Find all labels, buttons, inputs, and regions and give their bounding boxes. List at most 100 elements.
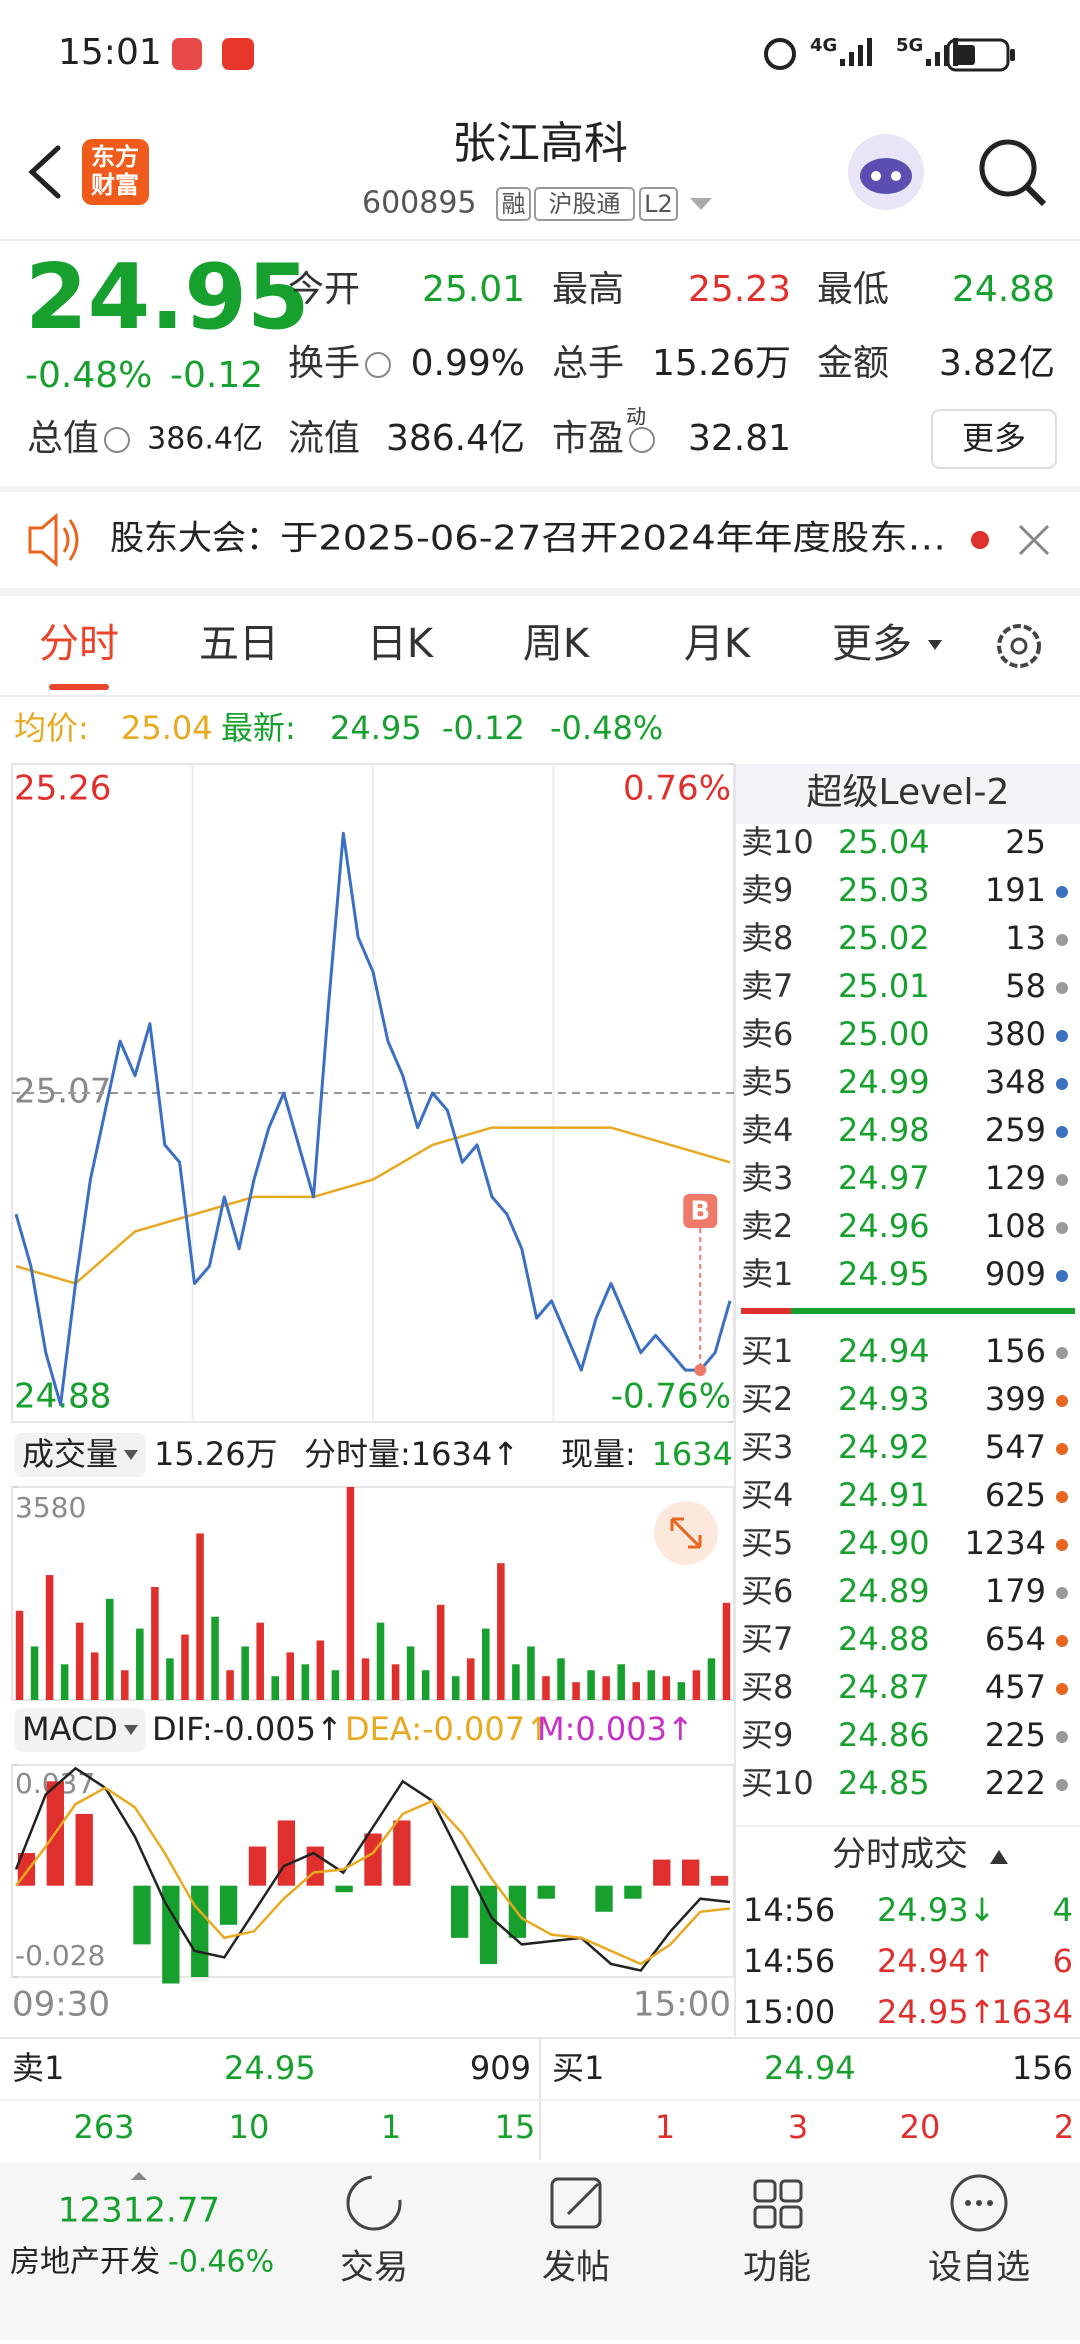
nav-item[interactable]: 交易: [340, 2248, 408, 2288]
tab[interactable]: 日K: [367, 621, 435, 667]
stat-value: 25.23: [688, 269, 791, 310]
level-dot: [1056, 1683, 1068, 1695]
level-volume: 25: [1005, 823, 1046, 861]
signal-bar: [849, 52, 854, 66]
status-time: 15:01: [58, 32, 162, 73]
stat-value: 3.82亿: [939, 343, 1055, 384]
volume-bar: [572, 1682, 580, 1700]
last-percent: -0.48%: [550, 709, 663, 747]
level-price: 24.99: [838, 1063, 930, 1101]
info-icon[interactable]: [365, 352, 391, 378]
trade-volume: 4: [1053, 1891, 1073, 1929]
volume-bar: [391, 1664, 400, 1700]
trade-icon: [346, 2175, 402, 2231]
volume-bar: [617, 1664, 625, 1700]
volume-bar: [331, 1670, 340, 1700]
assistant-face: [860, 158, 912, 194]
selector[interactable]: [15, 1708, 145, 1752]
macd-bar: [219, 1885, 238, 1925]
index-value[interactable]: 12312.77: [58, 2191, 220, 2231]
level-dot: [1056, 1030, 1068, 1042]
back-button[interactable]: [28, 145, 61, 199]
selector[interactable]: [15, 1433, 145, 1477]
volume-bar: [346, 1487, 355, 1700]
more-button[interactable]: [931, 409, 1057, 469]
volume-bar: [467, 1658, 475, 1700]
period-volume: 分时量:1634↑: [304, 1435, 519, 1473]
volume-bar: [196, 1533, 204, 1700]
level-label: 买5: [741, 1524, 793, 1562]
level-price: 24.88: [838, 1620, 930, 1658]
collapse-arrow[interactable]: [990, 1850, 1008, 1864]
bid-volume: 156: [1012, 2049, 1073, 2087]
feature-icon: [753, 2205, 777, 2229]
bid-count: 3: [788, 2108, 808, 2146]
volume-bar: [181, 1634, 189, 1700]
change-percent: -0.48%: [25, 355, 152, 396]
tab[interactable]: 更多: [832, 621, 912, 667]
level-price: 24.92: [838, 1428, 930, 1466]
assistant-eye: [891, 171, 901, 181]
m-label: M:0.003↑: [537, 1710, 694, 1748]
signal-bar: [935, 52, 940, 66]
sector-name: 房地产开发: [10, 2245, 160, 2280]
search-button[interactable]: [979, 139, 1037, 197]
speaker-wave: [62, 519, 79, 561]
volume-bar: [512, 1664, 520, 1700]
volume-bar: [121, 1670, 129, 1700]
tab[interactable]: 月K: [684, 621, 752, 667]
stock-name: 张江高科: [452, 118, 628, 169]
volume-title: 成交量: [22, 1435, 118, 1473]
last-change: -0.12: [442, 709, 525, 747]
stat-value: 386.4亿: [147, 422, 263, 457]
now-volume: 1634: [652, 1435, 733, 1473]
settings-button[interactable]: [997, 624, 1041, 668]
volume-bar: [587, 1670, 595, 1700]
dropdown-arrow: [928, 640, 942, 650]
level-label: 买9: [741, 1716, 793, 1754]
stat-value: 24.88: [952, 269, 1055, 310]
volume-bar: [376, 1622, 385, 1700]
nav-item[interactable]: 发帖: [542, 2248, 610, 2288]
dea-label: DEA:-0.007↑: [345, 1710, 552, 1748]
volume-bar: [722, 1602, 731, 1700]
level-label: 买2: [741, 1380, 793, 1418]
signal-bar: [867, 38, 872, 66]
stat-sup: 动: [626, 405, 646, 429]
macd-bar: [653, 1859, 671, 1886]
battery-level: [953, 45, 975, 65]
nav-item[interactable]: 功能: [743, 2248, 811, 2288]
volume-bar: [241, 1646, 249, 1700]
expand-icon: [670, 1517, 702, 1549]
level-price: 24.85: [838, 1764, 930, 1802]
macd-bar: [710, 1875, 729, 1886]
avg-label: 均价:: [14, 709, 89, 747]
tab[interactable]: 分时: [39, 621, 119, 667]
dropdown-arrow: [124, 1725, 138, 1735]
tab-indicator: [49, 684, 109, 690]
dropdown-arrow[interactable]: [690, 198, 712, 210]
info-icon[interactable]: [629, 427, 655, 453]
trade-time: 14:56: [743, 1942, 835, 1980]
level-volume: 259: [985, 1111, 1046, 1149]
level-volume: 13: [1005, 919, 1046, 957]
tag-box: [496, 187, 531, 221]
avg-price-line: [15, 1126, 731, 1285]
volume-bar: [632, 1682, 640, 1700]
tab[interactable]: 周K: [523, 621, 591, 667]
nav-item[interactable]: 设自选: [928, 2248, 1030, 2288]
split-bar-red: [741, 1308, 791, 1314]
ask-count: 10: [229, 2108, 270, 2146]
trade-time: 14:56: [743, 1891, 835, 1929]
tag-box: [534, 187, 635, 221]
watch-icon: [950, 2174, 1008, 2232]
stock-tag: 沪股通: [549, 190, 621, 218]
info-icon[interactable]: [104, 427, 130, 453]
level-price: 24.86: [838, 1716, 930, 1754]
tab[interactable]: 五日: [199, 621, 279, 667]
trade-price: 24.95↑: [877, 1993, 995, 2031]
volume-total: 15.26万: [154, 1435, 278, 1473]
volume-bar: [692, 1670, 701, 1700]
close-button[interactable]: [1018, 524, 1050, 556]
